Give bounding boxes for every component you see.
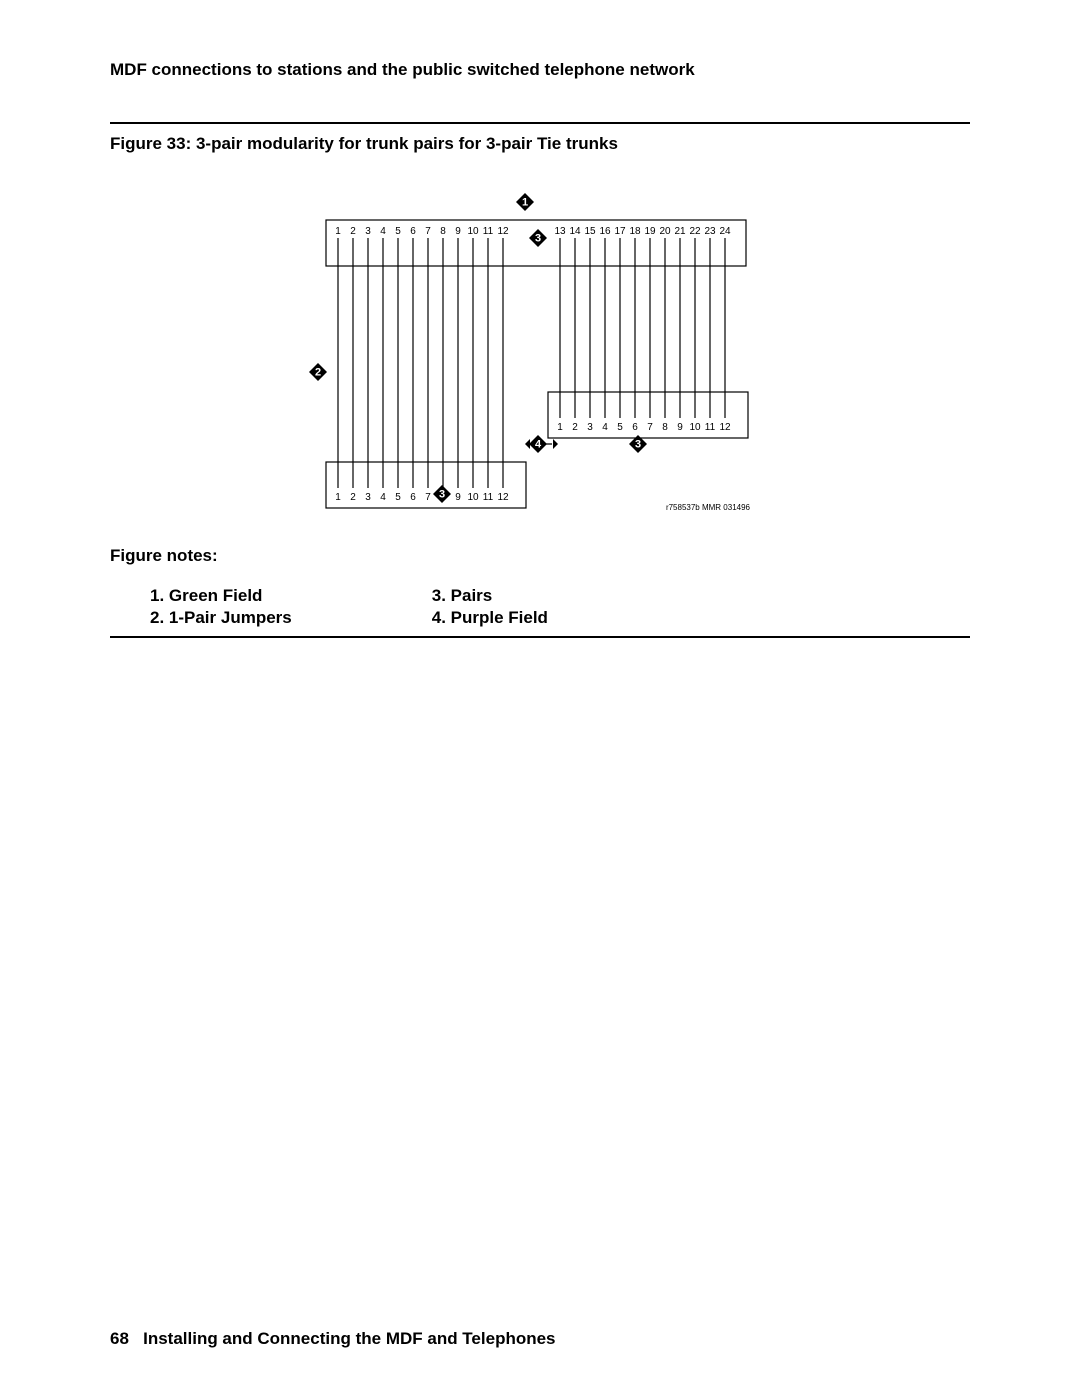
- svg-text:4: 4: [602, 422, 608, 433]
- svg-text:4: 4: [380, 226, 386, 237]
- figure-note-item: 3. Pairs: [432, 586, 548, 606]
- svg-text:7: 7: [425, 492, 431, 503]
- svg-text:23: 23: [704, 226, 716, 237]
- svg-text:11: 11: [705, 422, 716, 433]
- svg-text:22: 22: [689, 226, 701, 237]
- diagram-container: 1234567891011121314151617181920212223241…: [110, 172, 970, 532]
- svg-text:21: 21: [674, 226, 686, 237]
- svg-text:1: 1: [335, 492, 341, 503]
- svg-text:3: 3: [365, 226, 371, 237]
- figure-notes-left: 1. Green Field2. 1-Pair Jumpers: [150, 586, 292, 630]
- svg-text:2: 2: [350, 226, 356, 237]
- svg-text:24: 24: [719, 226, 731, 237]
- svg-text:14: 14: [569, 226, 581, 237]
- svg-text:9: 9: [677, 422, 683, 433]
- svg-text:4: 4: [380, 492, 386, 503]
- svg-text:15: 15: [584, 226, 596, 237]
- svg-text:1: 1: [557, 422, 563, 433]
- svg-text:3: 3: [365, 492, 371, 503]
- svg-text:6: 6: [410, 492, 416, 503]
- rule-top: [110, 122, 970, 124]
- section-header: MDF connections to stations and the publ…: [110, 60, 970, 80]
- svg-text:3: 3: [587, 422, 593, 433]
- svg-text:r758537b MMR 031496: r758537b MMR 031496: [666, 503, 751, 512]
- figure-notes-right: 3. Pairs4. Purple Field: [432, 586, 548, 630]
- svg-text:3: 3: [535, 233, 541, 245]
- svg-text:10: 10: [467, 226, 479, 237]
- page-footer: 68 Installing and Connecting the MDF and…: [110, 1329, 556, 1349]
- svg-text:11: 11: [483, 492, 494, 503]
- figure-caption: Figure 33: 3-pair modularity for trunk p…: [110, 134, 970, 154]
- svg-text:17: 17: [614, 226, 626, 237]
- figure-note-item: 2. 1-Pair Jumpers: [150, 608, 292, 628]
- wiring-diagram: 1234567891011121314151617181920212223241…: [280, 172, 800, 532]
- svg-text:19: 19: [644, 226, 656, 237]
- svg-text:11: 11: [483, 226, 494, 237]
- svg-text:8: 8: [662, 422, 668, 433]
- figure-note-item: 4. Purple Field: [432, 608, 548, 628]
- figure-note-item: 1. Green Field: [150, 586, 292, 606]
- page-container: MDF connections to stations and the publ…: [0, 0, 1080, 678]
- svg-text:16: 16: [599, 226, 611, 237]
- svg-text:20: 20: [659, 226, 671, 237]
- svg-text:5: 5: [617, 422, 623, 433]
- svg-text:4: 4: [535, 439, 542, 451]
- svg-text:1: 1: [335, 226, 341, 237]
- svg-text:9: 9: [455, 226, 461, 237]
- figure-notes-heading: Figure notes:: [110, 546, 970, 566]
- svg-text:13: 13: [554, 226, 566, 237]
- svg-text:2: 2: [572, 422, 578, 433]
- svg-text:7: 7: [425, 226, 431, 237]
- svg-text:3: 3: [635, 439, 641, 451]
- svg-text:10: 10: [689, 422, 701, 433]
- rule-bottom: [110, 636, 970, 638]
- svg-text:12: 12: [497, 226, 509, 237]
- svg-text:8: 8: [440, 226, 446, 237]
- footer-text: Installing and Connecting the MDF and Te…: [143, 1329, 555, 1348]
- svg-text:9: 9: [455, 492, 461, 503]
- svg-text:7: 7: [647, 422, 653, 433]
- svg-text:10: 10: [467, 492, 479, 503]
- svg-text:6: 6: [410, 226, 416, 237]
- svg-text:3: 3: [439, 489, 445, 501]
- page-number: 68: [110, 1329, 129, 1348]
- svg-text:2: 2: [350, 492, 356, 503]
- svg-text:5: 5: [395, 226, 401, 237]
- svg-text:6: 6: [632, 422, 638, 433]
- svg-text:1: 1: [522, 197, 528, 209]
- svg-text:12: 12: [719, 422, 731, 433]
- svg-text:2: 2: [315, 367, 321, 379]
- svg-text:5: 5: [395, 492, 401, 503]
- svg-text:18: 18: [629, 226, 641, 237]
- svg-text:12: 12: [497, 492, 509, 503]
- figure-notes-columns: 1. Green Field2. 1-Pair Jumpers 3. Pairs…: [110, 586, 970, 630]
